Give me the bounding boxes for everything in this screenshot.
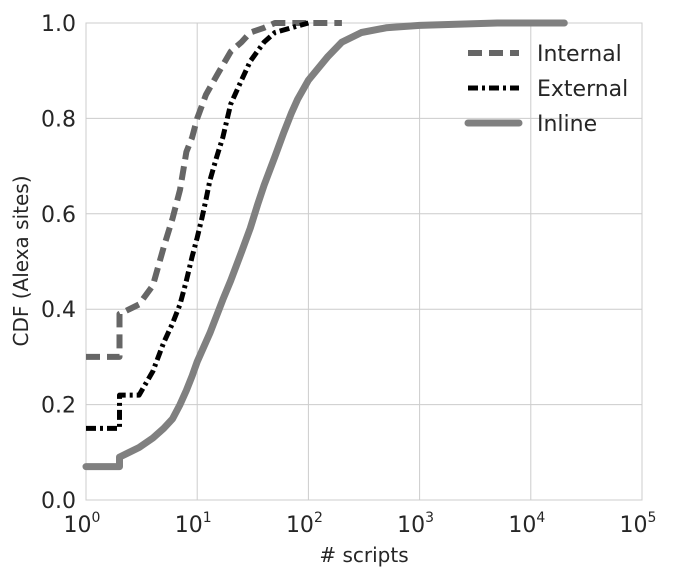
- tick-labels: 100 101 102 103 104 105 0.0 0.2 0.4 0.6 0.8 1.0: [41, 12, 656, 538]
- x-axis-label: # scripts: [319, 543, 408, 567]
- y-tick-label: 0.2: [41, 394, 76, 419]
- x-tick-label: 103: [397, 510, 434, 538]
- y-tick-label: 0.0: [41, 489, 76, 514]
- x-tick-label: 100: [64, 510, 101, 538]
- legend-label-inline: Inline: [537, 112, 597, 137]
- x-tick-label: 102: [286, 510, 323, 538]
- series-line-internal: [86, 20, 342, 360]
- series-line-inline: [82, 19, 568, 471]
- x-tick-label: 104: [508, 510, 545, 538]
- legend-label-external: External: [537, 77, 628, 102]
- legend-label-internal: Internal: [537, 42, 622, 67]
- y-tick-label: 0.8: [41, 107, 76, 132]
- y-tick-label: 1.0: [41, 12, 76, 37]
- series-line-external: [86, 20, 310, 431]
- y-tick-label: 0.6: [41, 203, 76, 228]
- legend: Internal External Inline: [464, 42, 628, 137]
- y-axis-label: CDF (Alexa sites): [9, 175, 33, 346]
- x-tick-label: 101: [175, 510, 212, 538]
- y-tick-label: 0.4: [41, 298, 76, 323]
- plot-background: [86, 23, 642, 500]
- x-tick-label: 105: [620, 510, 657, 538]
- plot-frame: [85, 22, 643, 501]
- series-lines: [82, 19, 568, 471]
